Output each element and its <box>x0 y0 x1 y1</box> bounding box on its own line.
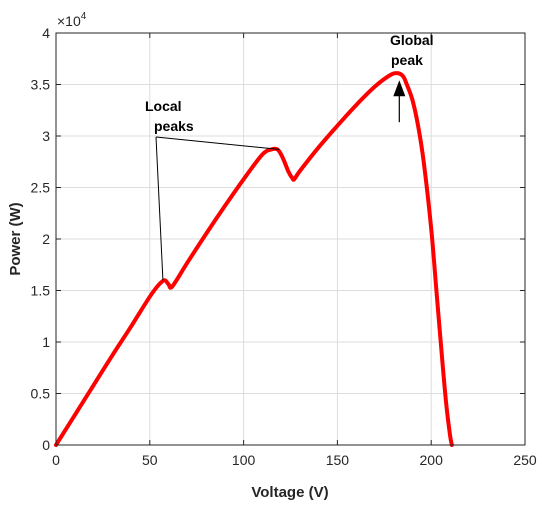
x-tick-label: 250 <box>513 452 537 468</box>
plot-frame <box>55 32 526 446</box>
local-peak-pointer-1 <box>155 136 164 281</box>
y-tick-label: 3 <box>42 128 50 144</box>
y-tick-labels: 0 0.5 1 1.5 2 2.5 3 3.5 4 <box>31 25 51 453</box>
y-axis-label: Power (W) <box>7 202 24 275</box>
x-tick-label: 200 <box>420 452 444 468</box>
y-tick-label: 0 <box>42 437 50 453</box>
global-peak-annotation: Global peak <box>390 32 434 123</box>
y-exponent-label: ×104 <box>57 11 87 29</box>
local-peak-pointer-2 <box>155 136 280 150</box>
y-tick-label: 0.5 <box>31 386 51 402</box>
y-tick-label: 1 <box>42 334 50 350</box>
y-tick-label: 4 <box>42 25 50 41</box>
local-peaks-text-line1: Local <box>145 98 182 114</box>
x-tick-label: 100 <box>232 452 256 468</box>
global-peak-text-line2: peak <box>391 52 423 68</box>
x-tick-label: 0 <box>52 452 60 468</box>
x-tick-label: 150 <box>326 452 350 468</box>
power-curve <box>54 71 454 447</box>
x-tick-label: 50 <box>142 452 158 468</box>
series-layer <box>54 71 454 447</box>
global-peak-arrow-head <box>393 80 406 97</box>
y-tick-label: 2 <box>42 231 50 247</box>
y-tick-label: 1.5 <box>31 283 51 299</box>
global-peak-text-line1: Global <box>390 32 434 48</box>
local-peaks-text-line2: peaks <box>154 118 194 134</box>
x-axis-label: Voltage (V) <box>251 484 328 501</box>
x-tick-labels: 0 50 100 150 200 250 <box>52 452 537 468</box>
y-tick-label: 2.5 <box>31 180 51 196</box>
y-tick-label: 3.5 <box>31 77 51 93</box>
local-peaks-annotation: Local peaks <box>145 98 280 281</box>
